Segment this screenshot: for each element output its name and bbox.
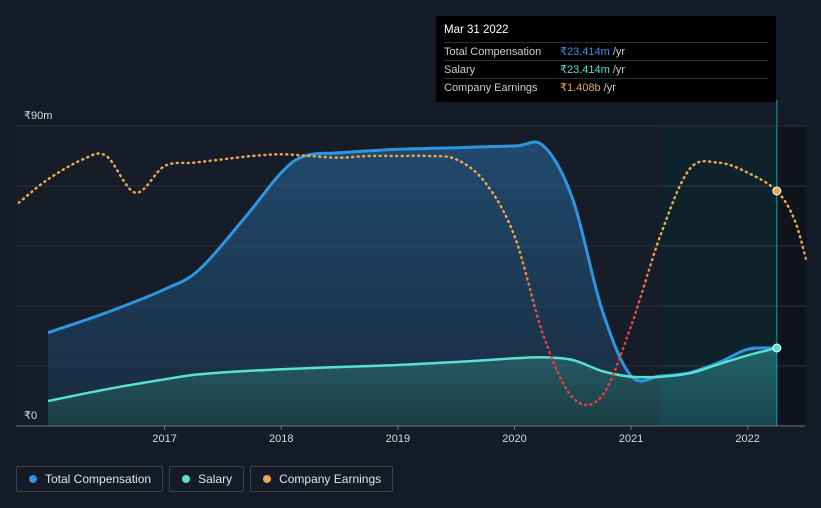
- total-compensation-area: [48, 141, 777, 426]
- x-tick-label-2020: 2020: [502, 433, 526, 445]
- tooltip-value: ₹23.414m: [560, 46, 610, 58]
- tooltip-row-company-earnings: Company Earnings ₹1.408b/yr: [444, 78, 768, 96]
- company-earnings-dot-icon: [263, 475, 272, 483]
- legend-item-salary[interactable]: Salary: [169, 466, 245, 492]
- x-tick-label-2021: 2021: [619, 433, 643, 445]
- legend-label: Salary: [198, 472, 233, 486]
- tooltip-label: Salary: [444, 63, 476, 76]
- tooltip-row-total-compensation: Total Compensation ₹23.414m/yr: [444, 42, 768, 60]
- x-tick-label-2017: 2017: [152, 433, 176, 445]
- tooltip-label: Company Earnings: [444, 81, 538, 94]
- forecast-tint: [660, 126, 777, 426]
- tooltip: Mar 31 2022 Total Compensation ₹23.414m /…: [436, 16, 776, 102]
- total-compensation-dot-icon: [29, 475, 37, 483]
- legend-label: Company Earnings: [279, 472, 382, 486]
- company-earnings-marker: [772, 186, 782, 196]
- tooltip-unit: /yr: [612, 64, 626, 76]
- tooltip-unit: /yr: [612, 46, 626, 58]
- tooltip-date: Mar 31 2022: [444, 24, 509, 36]
- y-tick-label-90m: ₹90m: [24, 110, 52, 122]
- legend: Total Compensation Salary Company Earnin…: [16, 466, 394, 492]
- x-axis-ticks: 2017 2018 2019 2020 2021 2022: [152, 426, 760, 445]
- legend-item-company-earnings[interactable]: Company Earnings: [250, 466, 394, 492]
- tooltip-unit: /yr: [603, 82, 616, 94]
- legend-label: Total Compensation: [45, 472, 152, 486]
- salary-line: [47, 346, 778, 403]
- x-tick-label-2018: 2018: [269, 433, 293, 445]
- salary-area: [48, 348, 777, 426]
- company-earnings-line: [17, 152, 808, 407]
- legend-item-total-compensation[interactable]: Total Compensation: [16, 466, 164, 492]
- tooltip-label: Total Compensation: [444, 45, 542, 58]
- salary-marker: [772, 343, 782, 353]
- tooltip-value: ₹1.408b: [560, 82, 601, 94]
- tooltip-row-salary: Salary ₹23.414m/yr: [444, 60, 768, 78]
- y-tick-label-0: ₹0: [24, 410, 37, 422]
- x-tick-label-2019: 2019: [386, 433, 410, 445]
- x-tick-label-2022: 2022: [735, 433, 759, 445]
- tooltip-value: ₹23.414m: [560, 64, 610, 76]
- salary-dot-icon: [182, 475, 191, 483]
